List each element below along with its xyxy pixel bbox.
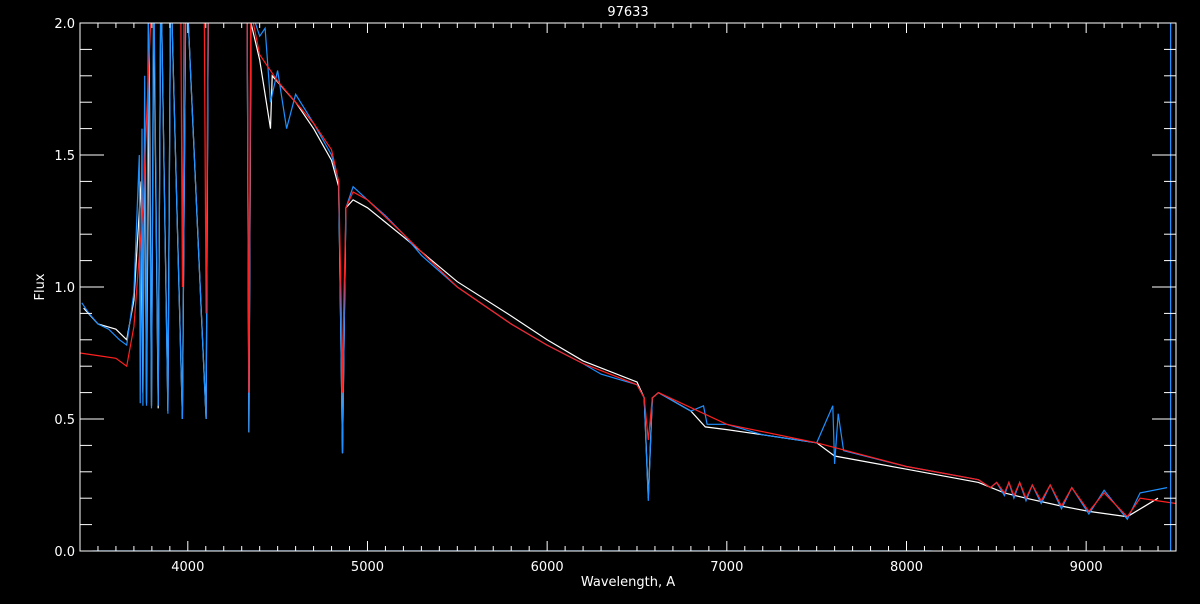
chart-title: 97633 (607, 5, 648, 20)
series-line-1 (81, 23, 1168, 521)
plot-frame (79, 22, 1177, 552)
y-tick-label: 0.0 (54, 545, 75, 560)
series-line-2 (80, 23, 1176, 518)
x-tick-label: 7000 (710, 560, 743, 575)
y-tick-label: 1.0 (54, 281, 75, 296)
x-tick-label: 4000 (171, 560, 204, 575)
x-axis-label: Wavelength, A (581, 575, 675, 590)
x-tick-label: 5000 (351, 560, 384, 575)
y-tick-label: 2.0 (54, 17, 75, 32)
x-tick-label: 8000 (890, 560, 923, 575)
x-tick-label: 9000 (1070, 560, 1103, 575)
y-tick-label: 0.5 (54, 413, 75, 428)
y-axis-label: Flux (33, 273, 48, 300)
y-tick-label: 1.5 (54, 149, 75, 164)
series-line-0 (83, 23, 1159, 518)
x-tick-label: 6000 (531, 560, 564, 575)
